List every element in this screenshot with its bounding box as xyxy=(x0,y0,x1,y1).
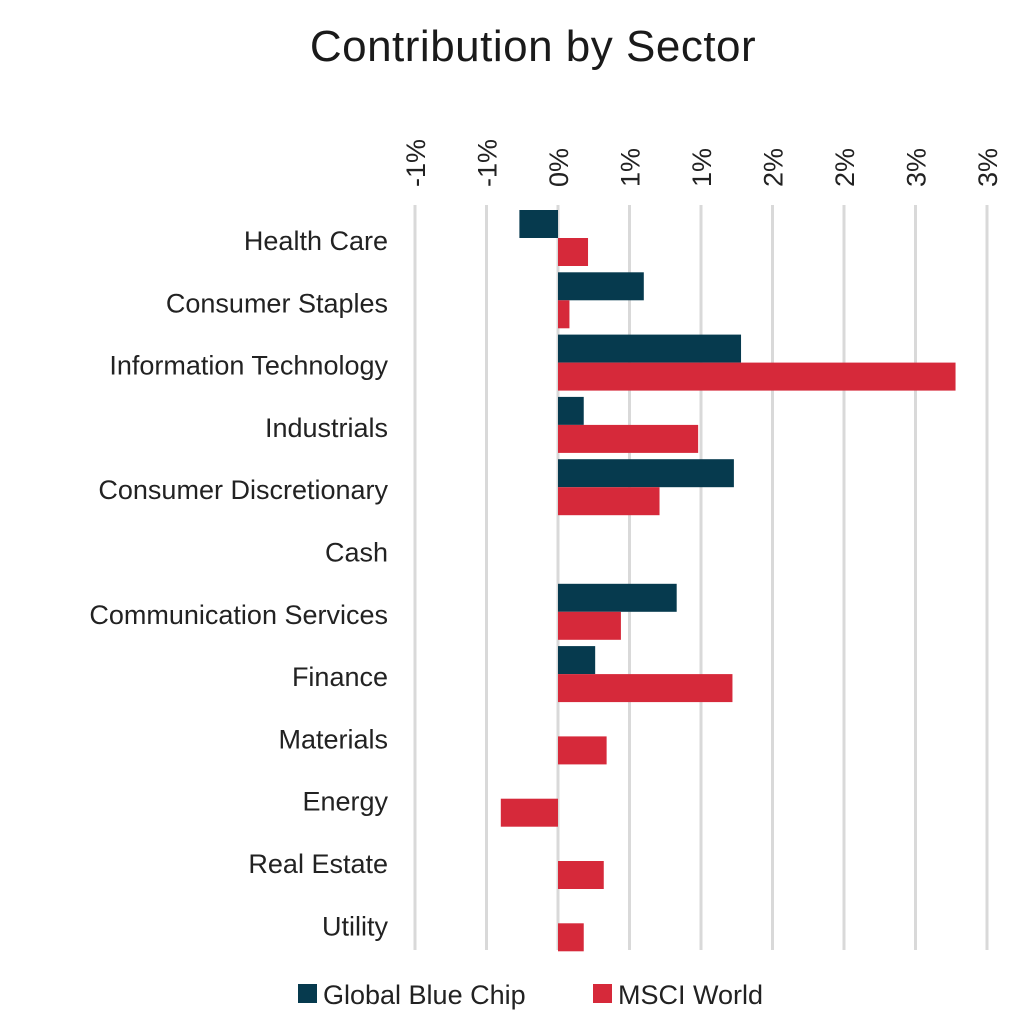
bar-global-blue-chip xyxy=(558,583,677,612)
bar-msci-world xyxy=(558,674,733,703)
legend-label-global-blue-chip: Global Blue Chip xyxy=(323,980,526,1010)
bar-global-blue-chip xyxy=(558,396,584,425)
x-axis-ticks: -1% -1% 0% 1% 1% 2% 2% 3% 3% xyxy=(401,139,1003,187)
bar-msci-world xyxy=(558,424,699,453)
legend-swatch-global-blue-chip xyxy=(298,984,317,1003)
bar-msci-world xyxy=(558,611,621,640)
category-label: Health Care xyxy=(244,226,388,256)
bar-msci-world xyxy=(558,736,607,765)
chart-title: Contribution by Sector xyxy=(309,22,757,71)
bar-global-blue-chip xyxy=(558,646,596,675)
bar-msci-world xyxy=(558,362,956,391)
bars xyxy=(500,210,956,952)
x-tick-label: 2% xyxy=(830,148,860,187)
category-label: Consumer Discretionary xyxy=(98,475,388,505)
bar-global-blue-chip xyxy=(558,334,742,363)
category-label: Utility xyxy=(322,911,388,941)
bar-msci-world xyxy=(558,238,589,266)
category-label: Cash xyxy=(325,538,388,568)
x-tick-label: 1% xyxy=(687,148,717,187)
bar-msci-world xyxy=(558,923,584,952)
legend: Global Blue Chip MSCI World xyxy=(298,980,763,1010)
legend-swatch-msci-world xyxy=(593,984,612,1003)
category-label: Consumer Staples xyxy=(166,288,388,318)
category-label: Materials xyxy=(278,724,388,754)
category-label: Industrials xyxy=(265,413,388,443)
category-label: Communication Services xyxy=(89,600,388,630)
x-tick-label: 3% xyxy=(902,148,932,187)
x-tick-label: -1% xyxy=(401,139,431,187)
bar-msci-world xyxy=(558,300,570,329)
x-tick-label: -1% xyxy=(473,139,503,187)
category-label: Information Technology xyxy=(109,351,388,381)
bar-msci-world xyxy=(500,798,558,827)
gridlines xyxy=(413,205,989,950)
x-tick-label: 0% xyxy=(544,148,574,187)
x-tick-label: 1% xyxy=(616,148,646,187)
category-label: Energy xyxy=(302,787,388,817)
legend-label-msci-world: MSCI World xyxy=(618,980,763,1010)
bar-msci-world xyxy=(558,861,604,889)
bar-msci-world xyxy=(558,487,660,516)
category-label: Real Estate xyxy=(248,849,388,879)
category-labels: Health Care Consumer Staples Information T… xyxy=(89,226,388,941)
bar-global-blue-chip xyxy=(519,210,558,238)
category-label: Finance xyxy=(292,662,388,692)
bar-global-blue-chip xyxy=(558,459,734,488)
bar-global-blue-chip xyxy=(558,272,644,301)
x-tick-label: 2% xyxy=(759,148,789,187)
x-tick-label: 3% xyxy=(973,148,1003,187)
